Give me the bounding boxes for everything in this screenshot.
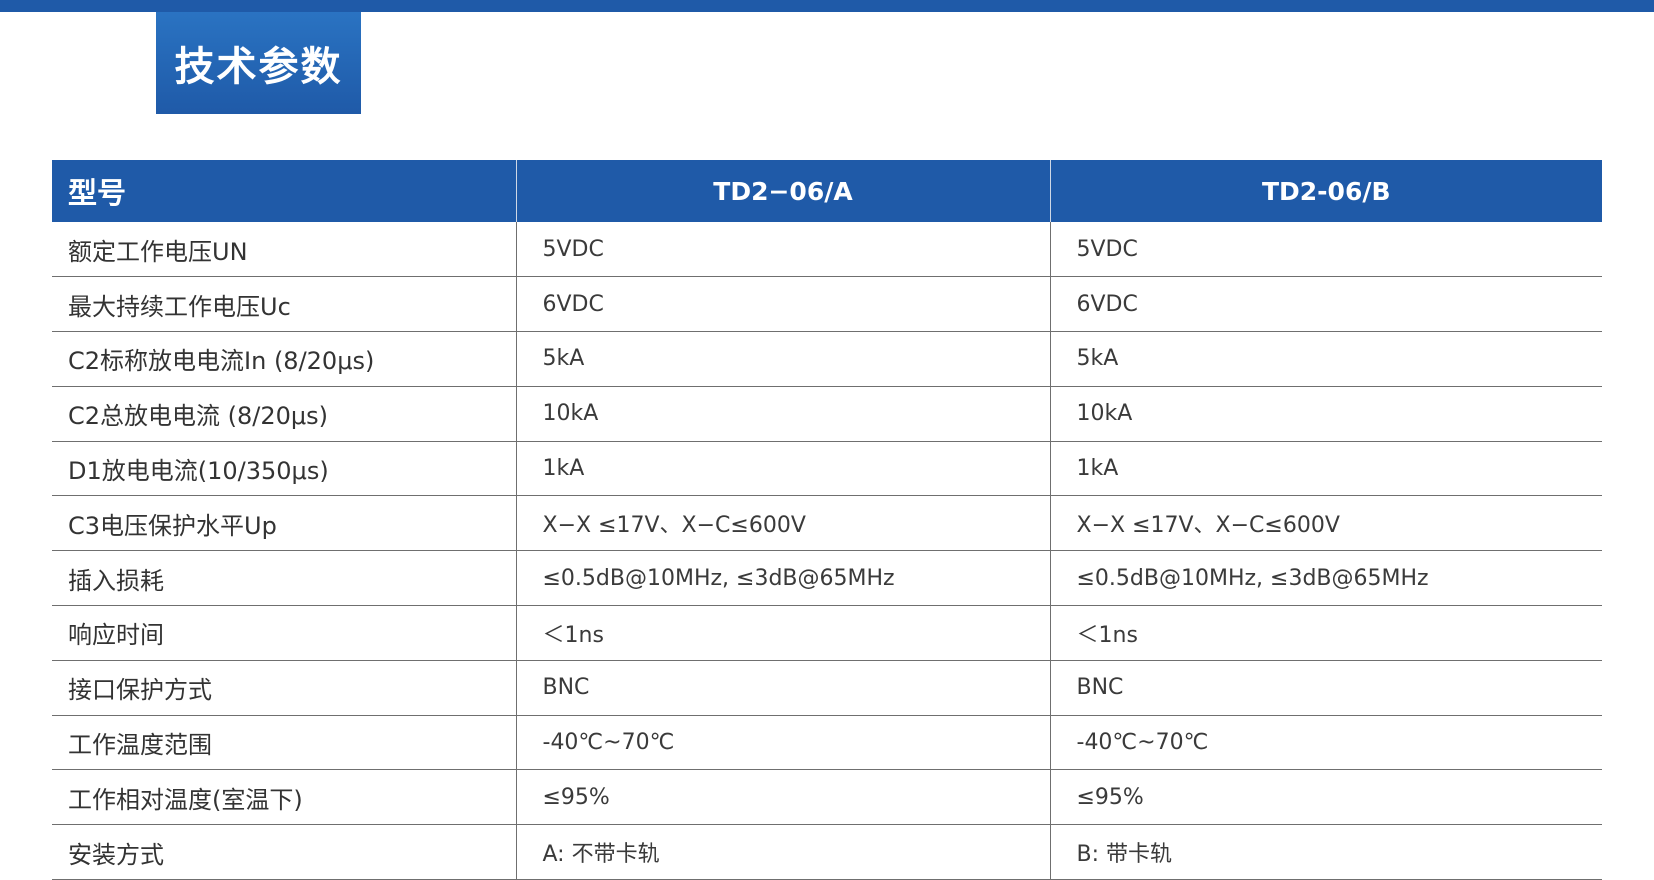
table-row: D1放电电流(10/350μs) 1kA 1kA <box>52 441 1602 496</box>
table-row: C2标称放电电流In (8/20μs) 5kA 5kA <box>52 331 1602 387</box>
table-row: 额定工作电压UN 5VDC 5VDC <box>52 222 1602 277</box>
table-row: 最大持续工作电压Uc 6VDC 6VDC <box>52 276 1602 332</box>
model-a-value-cell: X−X ≤17V、X−C≤600V <box>516 495 1051 551</box>
header-model-b: TD2-06/B <box>1261 176 1391 206</box>
spec-table: 型号 TD2−06/A TD2-06/B 额定工作电压UN 5VDC 5VDC 最大持… <box>52 160 1602 880</box>
model-b-value-cell: BNC <box>1076 675 1124 701</box>
table-row: C2总放电电流 (8/20μs) 10kA 10kA <box>52 386 1602 442</box>
model-b-value-cell: ≤95% <box>1076 784 1144 810</box>
param-name-cell: 插入损耗 <box>52 550 517 606</box>
param-name-cell: 最大持续工作电压Uc <box>52 276 517 332</box>
model-a-value-cell: 5VDC <box>516 222 1051 277</box>
header-model-label: 型号 <box>52 160 517 222</box>
table-row: 工作相对温度(室温下) ≤95% ≤95% <box>52 769 1602 825</box>
param-name-cell: 额定工作电压UN <box>52 222 517 277</box>
model-a-value-cell: 6VDC <box>516 276 1051 332</box>
model-a-value-cell: ＜1ns <box>516 605 1051 661</box>
model-b-value-cell: X−X ≤17V、X−C≤600V <box>1076 513 1340 539</box>
section-title: 技术参数 <box>174 44 343 90</box>
model-b-value-cell: 1kA <box>1076 456 1119 482</box>
model-a-value-cell: ≤0.5dB@10MHz, ≤3dB@65MHz <box>516 550 1051 606</box>
param-name-cell: 响应时间 <box>52 605 517 661</box>
model-b-value-cell: ≤0.5dB@10MHz, ≤3dB@65MHz <box>1076 565 1429 591</box>
param-name-cell: C3电压保护水平Up <box>52 495 517 551</box>
model-a-value-cell: -40℃~70℃ <box>516 715 1051 770</box>
spec-table-body: 额定工作电压UN 5VDC 5VDC 最大持续工作电压Uc 6VDC 6VDC C2标称放电… <box>52 222 1602 880</box>
table-row: 工作温度范围 -40℃~70℃ -40℃~70℃ <box>52 715 1602 770</box>
param-name-cell: 安装方式 <box>52 824 517 880</box>
model-b-value-cell: 6VDC <box>1076 291 1138 317</box>
header-row: 型号 TD2−06/A TD2-06/B <box>52 160 1602 222</box>
header-model-a: TD2−06/A <box>516 160 1051 222</box>
param-name-cell: 接口保护方式 <box>52 660 517 716</box>
model-a-value-cell: ≤95% <box>516 769 1051 825</box>
table-row: 插入损耗 ≤0.5dB@10MHz, ≤3dB@65MHz ≤0.5dB@10MHz… <box>52 550 1602 606</box>
table-row: 接口保护方式 BNC BNC <box>52 660 1602 716</box>
model-b-value-cell: B: 带卡轨 <box>1076 842 1173 868</box>
table-row: 响应时间 ＜1ns ＜1ns <box>52 605 1602 661</box>
model-a-value-cell: 5kA <box>516 331 1051 387</box>
section-title-banner: 技术参数 <box>156 12 361 114</box>
param-name-cell: 工作温度范围 <box>52 715 517 770</box>
model-b-value-cell: 10kA <box>1076 401 1133 427</box>
param-name-cell: 工作相对温度(室温下) <box>52 769 517 825</box>
model-b-value-cell: 5VDC <box>1076 236 1138 262</box>
model-b-value-cell: ＜1ns <box>1076 622 1138 648</box>
param-name-cell: D1放电电流(10/350μs) <box>52 441 517 496</box>
model-b-value-cell: -40℃~70℃ <box>1076 730 1209 756</box>
model-a-value-cell: A: 不带卡轨 <box>516 824 1051 880</box>
param-name-cell: C2标称放电电流In (8/20μs) <box>52 331 517 387</box>
table-row: C3电压保护水平Up X−X ≤17V、X−C≤600V X−X ≤17V、X−C≤… <box>52 495 1602 551</box>
table-row: 安装方式 A: 不带卡轨 B: 带卡轨 <box>52 824 1602 880</box>
param-name-cell: C2总放电电流 (8/20μs) <box>52 386 517 442</box>
model-a-value-cell: BNC <box>516 660 1051 716</box>
model-a-value-cell: 1kA <box>516 441 1051 496</box>
model-b-value-cell: 5kA <box>1076 346 1119 372</box>
model-a-value-cell: 10kA <box>516 386 1051 442</box>
spec-table-header: 型号 TD2−06/A TD2-06/B <box>52 160 1602 222</box>
top-accent-bar <box>0 0 1654 12</box>
